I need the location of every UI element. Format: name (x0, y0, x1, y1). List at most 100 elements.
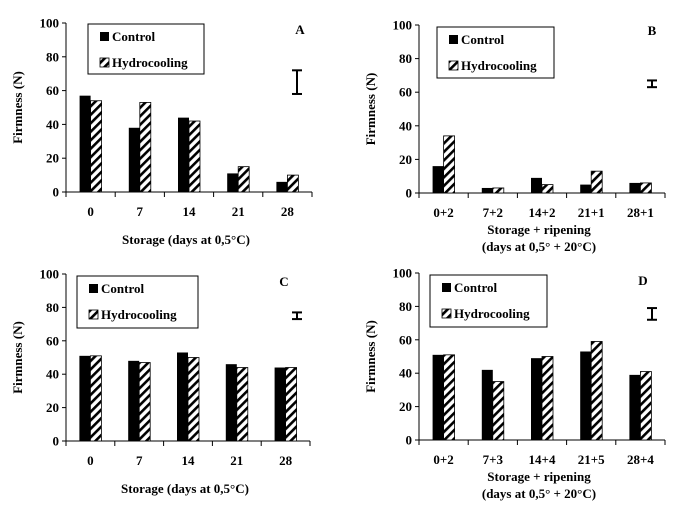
bar-hydrocooling (590, 341, 603, 441)
bar-control (629, 182, 641, 193)
bar-hydrocooling (590, 170, 603, 194)
y-tick-label: 80 (399, 299, 412, 314)
bar-hydrocooling (640, 182, 652, 194)
y-tick-label: 0 (53, 434, 60, 449)
bar-hydrocooling (541, 356, 554, 441)
legend-swatch-hydrocooling (99, 57, 110, 68)
legend-label: Control (454, 280, 497, 295)
x-tick-label: 21+5 (578, 452, 605, 467)
bar-hydrocooling (640, 371, 652, 441)
bar-control (128, 127, 140, 192)
bar-hydrocooling (443, 135, 456, 194)
legend-label: Hydrocooling (461, 58, 537, 73)
legend-swatch-hydrocooling (448, 60, 459, 71)
y-tick-label: 60 (399, 85, 412, 100)
x-axis-title: (days at 0,5° + 20°C) (482, 239, 596, 254)
error-bar (292, 69, 302, 95)
y-tick-label: 60 (399, 332, 412, 347)
legend-swatch-control (449, 35, 458, 44)
legend: Control Hydrocooling (87, 23, 205, 75)
bar-control (481, 369, 493, 440)
bar-control (274, 367, 286, 441)
y-tick-label: 60 (46, 333, 59, 348)
bar-hydrocooling (237, 166, 250, 193)
bar-control (531, 358, 542, 440)
legend-swatch-hydrocooling (441, 308, 452, 319)
x-tick-label: 14 (183, 204, 197, 219)
error-bar (647, 79, 657, 89)
legend-label: Hydrocooling (454, 306, 530, 321)
legend-swatch-control (89, 284, 98, 293)
legend-label: Hydrocooling (101, 307, 177, 322)
x-tick-label: 0+2 (433, 205, 453, 220)
bar-control (580, 184, 592, 193)
y-axis-title: Firmness (N) (10, 71, 25, 144)
panel-c: 0 20 40 60 80 100 Firmness (N) 0 7 14 21 28 Storage … (10, 267, 311, 496)
legend-swatch-hydrocooling (88, 309, 99, 320)
error-bar (647, 307, 657, 321)
x-tick-label: 28+4 (627, 452, 654, 467)
y-tick-label: 20 (399, 399, 412, 414)
bar-control (79, 95, 91, 192)
legend: Control Hydrocooling (429, 274, 548, 328)
x-axis-title: Storage + ripening (487, 469, 591, 484)
bar-control (225, 364, 237, 441)
bar-control (79, 355, 91, 441)
panel-d: 0 20 40 60 80 100 Firmness (N) 0+2 7+3 14+4 21+5 28… (363, 266, 666, 501)
x-tick-label: 14 (182, 453, 196, 468)
x-axis-title: (days at 0,5° + 20°C) (482, 486, 596, 501)
x-tick-label: 21 (230, 453, 243, 468)
x-tick-label: 28 (279, 453, 293, 468)
panel-letter: B (648, 23, 657, 38)
y-tick-label: 80 (46, 300, 59, 315)
bar-hydrocooling (443, 354, 456, 441)
x-tick-label: 7 (136, 453, 143, 468)
bar-control (531, 177, 542, 193)
x-tick-label: 0 (87, 453, 94, 468)
y-tick-label: 0 (53, 185, 60, 200)
x-axis-title: Storage + ripening (487, 222, 591, 237)
legend: Control Hydrocooling (76, 275, 199, 329)
panel-a: 0 20 40 60 80 100 Firmness (N) 0 7 14 21 28 Storage … (10, 16, 313, 247)
y-tick-label: 40 (46, 367, 59, 382)
x-tick-label: 7+2 (483, 205, 503, 220)
y-tick-label: 60 (46, 83, 59, 98)
y-tick-label: 40 (399, 366, 412, 381)
legend-swatch-control (442, 283, 451, 292)
legend-label: Control (112, 29, 155, 44)
x-axis-title: Storage (days at 0,5°C) (121, 481, 249, 496)
bar-control (432, 354, 444, 440)
y-tick-label: 20 (46, 151, 59, 166)
y-tick-label: 100 (40, 267, 60, 282)
y-tick-label: 40 (399, 118, 412, 133)
bar-control (177, 352, 188, 441)
bar-hydrocooling (285, 367, 298, 442)
panel-letter: C (279, 274, 288, 289)
bar-control (432, 166, 444, 193)
y-tick-label: 0 (406, 186, 413, 201)
x-tick-label: 14+2 (529, 205, 556, 220)
y-tick-label: 20 (46, 400, 59, 415)
bar-hydrocooling (236, 367, 249, 442)
y-tick-label: 20 (399, 152, 412, 167)
legend-label: Control (461, 32, 504, 47)
y-tick-label: 100 (393, 266, 413, 281)
legend-label: Control (101, 281, 144, 296)
y-tick-label: 100 (393, 18, 413, 33)
legend: Control Hydrocooling (436, 26, 555, 79)
bar-hydrocooling (139, 102, 152, 193)
error-bar (292, 311, 302, 321)
panel-letter: A (295, 22, 305, 37)
y-tick-label: 100 (40, 16, 60, 31)
x-axis-title: Storage (days at 0,5°C) (122, 232, 250, 247)
bar-control (481, 187, 493, 193)
x-tick-label: 7+3 (483, 452, 504, 467)
x-tick-label: 0 (87, 204, 94, 219)
y-axis-title: Firmness (N) (363, 320, 378, 393)
bar-hydrocooling (187, 357, 200, 442)
x-tick-label: 14+4 (529, 452, 556, 467)
x-tick-label: 21 (232, 204, 245, 219)
bar-hydrocooling (90, 355, 102, 442)
y-axis-title: Firmness (N) (10, 321, 25, 394)
